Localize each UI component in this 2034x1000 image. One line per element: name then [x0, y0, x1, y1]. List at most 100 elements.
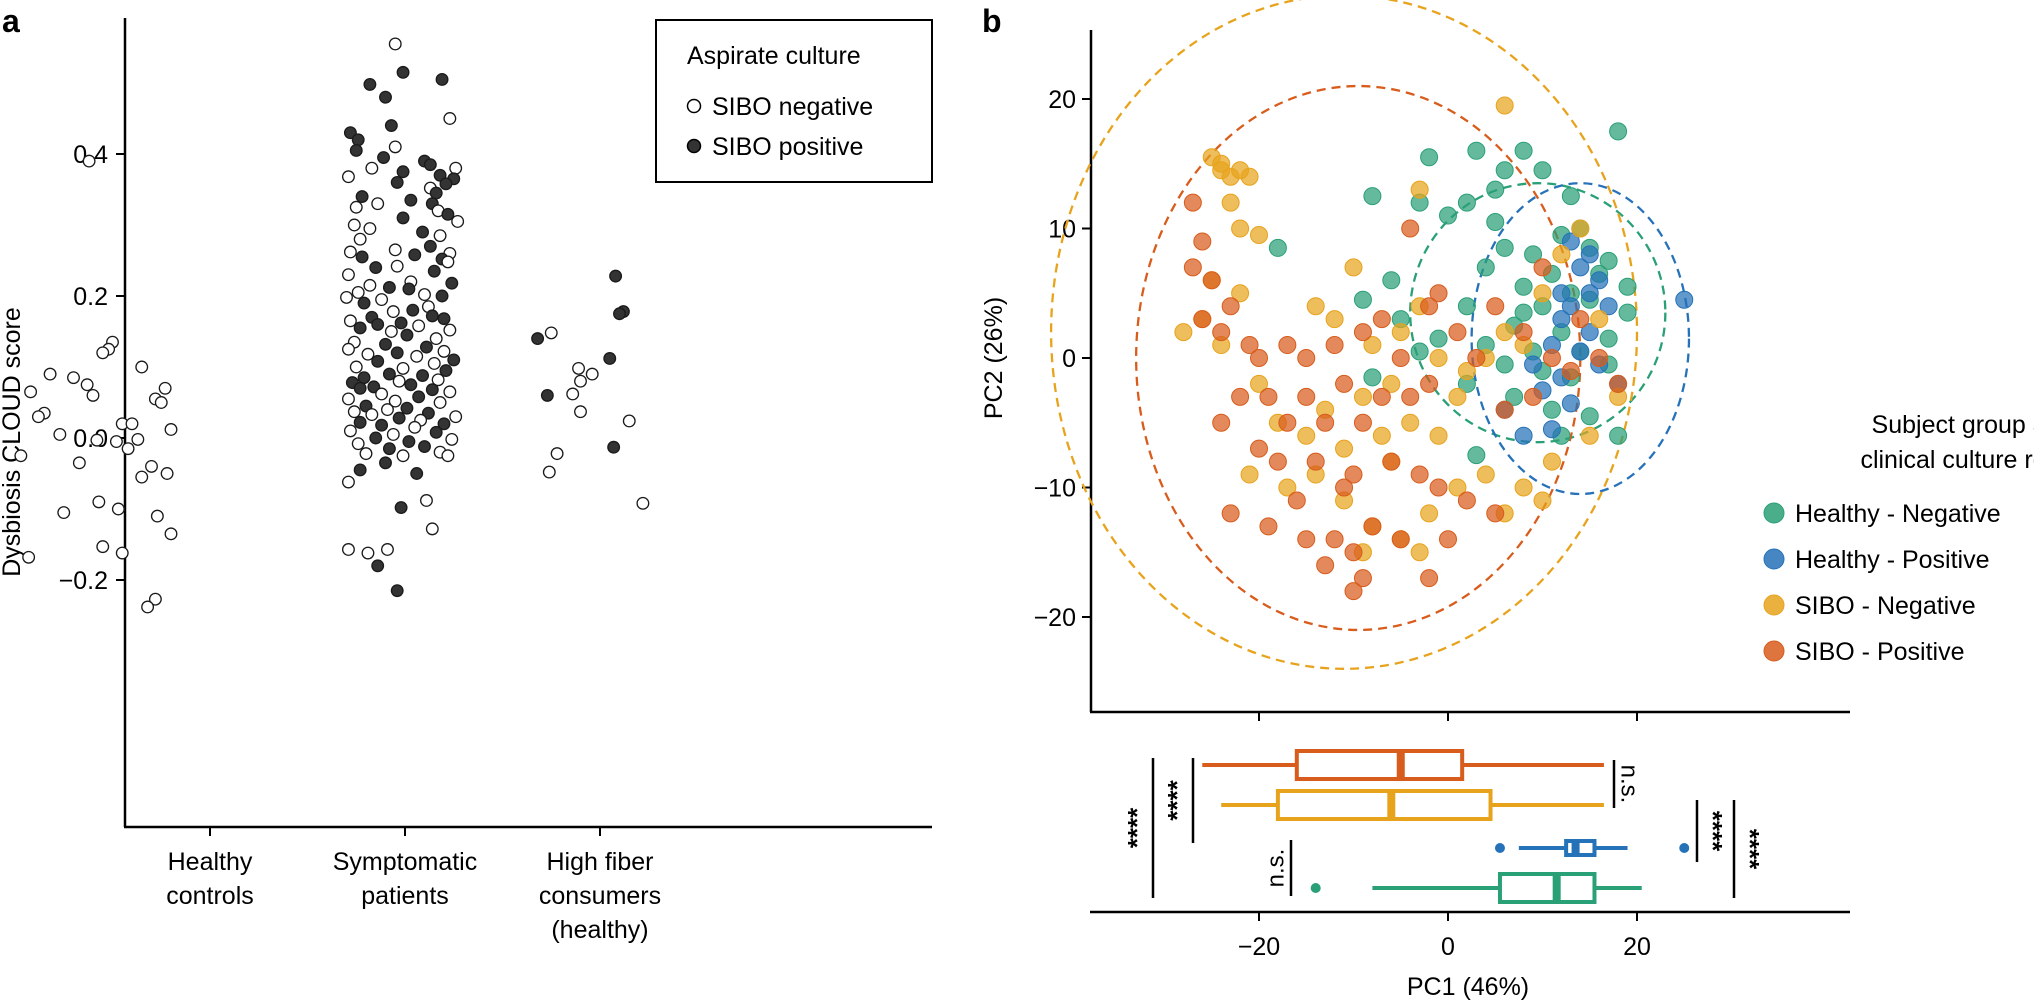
- point-sibo-positive: [1363, 517, 1382, 536]
- point-healthy-negative: [1495, 161, 1514, 180]
- point-healthy-negative: [1457, 193, 1476, 212]
- point-sibo-negative: [1580, 426, 1599, 445]
- point-sibo-negative: [1344, 258, 1363, 277]
- sibo-negative-point: [43, 367, 57, 381]
- sibo-negative-point: [388, 37, 402, 51]
- sibo-negative-point: [566, 387, 580, 401]
- sibo-negative-point: [347, 218, 361, 232]
- sibo-positive-point: [351, 133, 365, 147]
- sibo-positive-point: [371, 559, 385, 573]
- sibo-positive-point: [400, 328, 414, 342]
- point-healthy-positive: [1514, 426, 1533, 445]
- sibo-negative-point: [164, 527, 178, 541]
- point-sibo-positive: [1410, 465, 1429, 484]
- sibo-negative-point: [429, 332, 443, 346]
- box-healthy-negative: [1497, 872, 1597, 904]
- point-sibo-positive: [1344, 465, 1363, 484]
- point-sibo-positive: [1212, 413, 1231, 432]
- sibo-negative-point: [363, 222, 377, 236]
- outlier-healthy-positive: [1494, 843, 1505, 853]
- point-healthy-negative: [1410, 342, 1429, 361]
- a-xtick-label: (healthy): [551, 916, 648, 944]
- sibo-negative-point: [443, 112, 457, 125]
- sibo-negative-point: [449, 410, 463, 424]
- sibo-positive-point: [371, 354, 385, 368]
- sibo-negative-point: [375, 387, 389, 401]
- sibo-negative-point: [141, 600, 155, 614]
- sibo-positive-point: [353, 321, 367, 335]
- point-sibo-negative: [1542, 452, 1561, 471]
- point-sibo-positive: [1590, 349, 1609, 367]
- point-sibo-positive: [1231, 387, 1250, 406]
- panel-a-y-ticks: −0.20.00.20.4: [59, 141, 125, 595]
- sibo-negative-point: [22, 550, 36, 564]
- sibo-negative-point: [342, 342, 355, 356]
- sibo-positive-point: [435, 289, 449, 303]
- sibo-negative-point: [636, 496, 650, 510]
- point-sibo-negative: [1240, 167, 1259, 186]
- legend-label: SIBO - Positive: [1795, 638, 1965, 666]
- point-healthy-negative: [1542, 400, 1561, 419]
- point-sibo-positive: [1335, 478, 1354, 497]
- point-sibo-positive: [1448, 323, 1467, 342]
- sibo-negative-point: [135, 470, 149, 484]
- sibo-positive-point: [396, 65, 410, 79]
- significance-label-0: ****: [1122, 807, 1152, 848]
- sibo-negative-point: [96, 346, 110, 360]
- point-sibo-positive: [1193, 310, 1212, 329]
- point-sibo-positive: [1278, 413, 1297, 432]
- sibo-positive-point: [404, 193, 418, 207]
- sibo-positive-point: [375, 418, 389, 432]
- sibo-positive-point: [396, 165, 410, 179]
- outlier-healthy-negative: [1310, 883, 1321, 893]
- panel-a-y-axis-label: Dysbiosis CLOUD score: [0, 307, 26, 577]
- a-ytick-label: 0.2: [73, 283, 108, 311]
- sibo-negative-point: [121, 442, 135, 456]
- sibo-negative-point: [67, 371, 80, 385]
- a-xtick-label: patients: [361, 882, 449, 910]
- b-xtick-label: −20: [1238, 933, 1280, 961]
- point-healthy-negative: [1457, 297, 1476, 316]
- panel-a-legend: Aspirate culture SIBO negative SIBO posi…: [655, 19, 933, 183]
- sibo-negative-point: [363, 278, 377, 292]
- point-sibo-positive: [1467, 349, 1486, 367]
- sibo-negative-point: [384, 325, 398, 338]
- point-sibo-negative: [1391, 323, 1410, 342]
- panel-a-legend-box: [655, 19, 933, 183]
- point-healthy-positive: [1580, 323, 1599, 342]
- sibo-negative-point: [585, 367, 599, 381]
- sibo-negative-point: [445, 432, 459, 446]
- point-healthy-positive: [1571, 258, 1590, 277]
- point-sibo-negative: [1335, 439, 1354, 458]
- sibo-positive-point: [392, 411, 406, 425]
- point-healthy-negative: [1505, 387, 1524, 406]
- sibo-negative-point: [437, 344, 451, 358]
- sibo-negative-point: [145, 459, 158, 473]
- panel-b-legend-title-line-2: clinical culture result: [1860, 446, 2034, 474]
- point-sibo-positive: [1372, 387, 1391, 406]
- point-sibo-positive: [1306, 452, 1325, 471]
- sibo-positive-point: [382, 367, 396, 381]
- sibo-positive-point: [613, 307, 626, 321]
- sibo-positive-point: [439, 177, 453, 191]
- sibo-negative-point: [550, 447, 564, 461]
- point-sibo-positive: [1353, 569, 1372, 588]
- point-healthy-negative: [1268, 238, 1287, 257]
- sibo-negative-point: [361, 546, 375, 560]
- sibo-negative-point: [24, 385, 38, 399]
- point-sibo-negative: [1325, 310, 1344, 329]
- sibo-positive-point: [369, 261, 383, 275]
- legend-marker-healthy-positive: [1763, 548, 1785, 570]
- sibo-negative-point: [451, 214, 465, 228]
- point-healthy-negative: [1609, 122, 1628, 141]
- point-sibo-positive: [1297, 349, 1316, 367]
- point-sibo-positive: [1382, 452, 1401, 471]
- sibo-positive-point: [349, 143, 363, 157]
- sibo-negative-point: [90, 433, 104, 447]
- sibo-positive-point: [423, 239, 437, 253]
- point-sibo-negative: [1410, 543, 1429, 562]
- point-sibo-positive: [1495, 400, 1514, 419]
- panel-b-legend: Subject group and clinical culture resul…: [1763, 411, 2034, 666]
